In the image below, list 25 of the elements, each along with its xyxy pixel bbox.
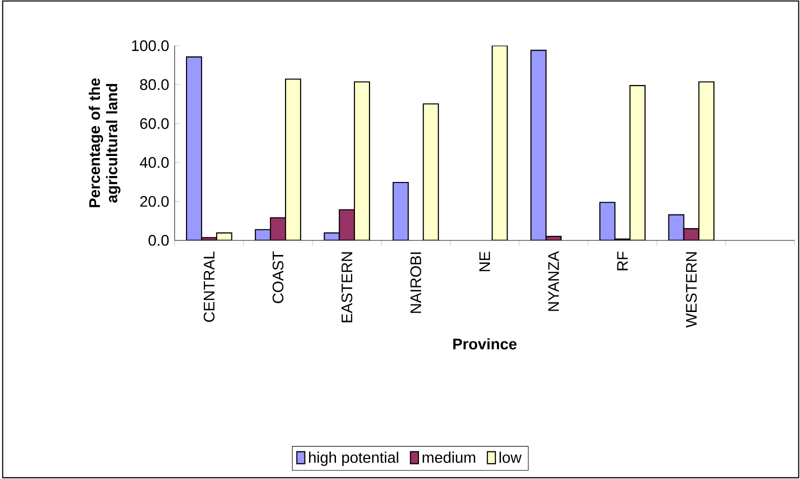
legend-label: high potential — [309, 452, 398, 466]
x-axis-title: Province — [453, 338, 517, 350]
legend-label: medium — [422, 452, 476, 463]
x-tick-label: EASTERN — [341, 252, 352, 322]
y-tick-label: 0.0 — [148, 234, 169, 246]
y-axis-title: Percentage of the agricultural land — [88, 78, 120, 208]
y-tick-label: 100.0 — [132, 40, 169, 52]
y-tick-label: 40.0 — [140, 157, 169, 168]
x-tick-label: RF — [617, 252, 628, 270]
bar — [186, 56, 202, 240]
x-tick-label: NYANZA — [548, 251, 559, 311]
bar — [392, 182, 409, 240]
y-tick-label: 20.0 — [140, 196, 169, 207]
x-tick-label: COAST — [272, 251, 284, 304]
bar — [599, 202, 616, 240]
x-tick-label: NAIROBI — [410, 252, 422, 313]
bar — [530, 50, 547, 240]
x-tick-label: CENTRAL — [204, 252, 215, 322]
x-tick-label: NE — [479, 252, 490, 272]
y-tick-label: 80.0 — [140, 79, 169, 90]
y-tick-label: 60.0 — [140, 118, 169, 129]
legend-label: low — [500, 452, 522, 463]
bar — [422, 103, 439, 240]
bar — [492, 46, 508, 240]
x-tick-label: WESTERN — [686, 252, 697, 328]
